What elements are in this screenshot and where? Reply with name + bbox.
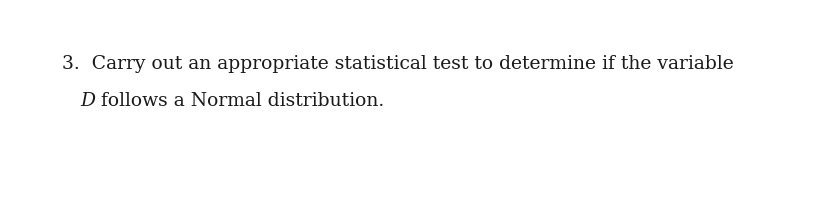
Text: D: D (80, 92, 95, 110)
Text: 3.  Carry out an appropriate statistical test to determine if the variable: 3. Carry out an appropriate statistical … (62, 55, 733, 73)
Text: follows a Normal distribution.: follows a Normal distribution. (95, 92, 384, 110)
